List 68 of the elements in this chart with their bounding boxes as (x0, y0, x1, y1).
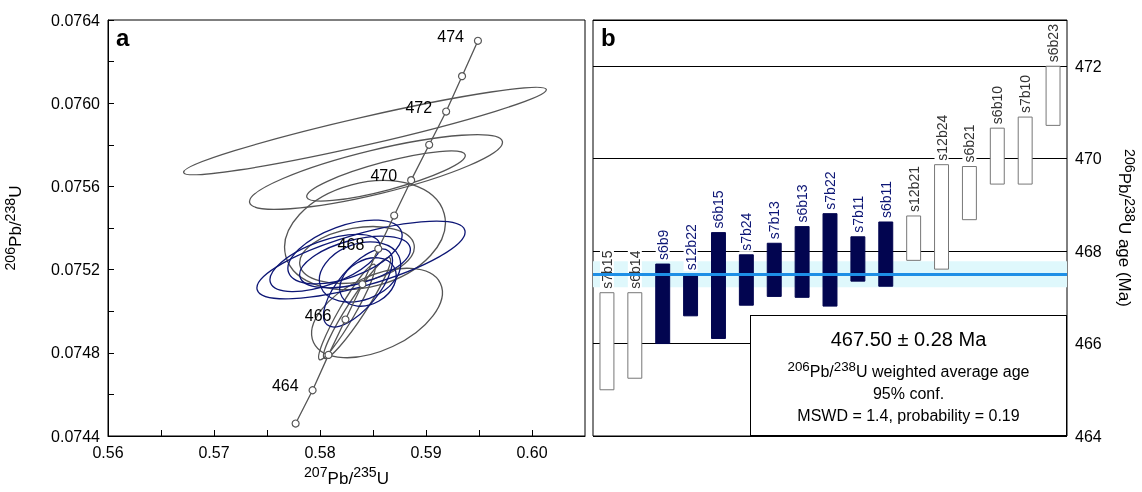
y-tick-label: 0.0756 (51, 177, 101, 195)
annotation: 95% conf. (871, 384, 946, 405)
point (291, 419, 300, 428)
category-label: s6b11 (877, 180, 894, 218)
point (407, 176, 416, 185)
x-axis-title: $^{207}$Pb/$^{235}$U (302, 464, 391, 489)
point (358, 280, 367, 289)
y-tick-label: 464 (1075, 427, 1102, 445)
category-label: s12b24 (933, 114, 950, 161)
point (341, 315, 350, 324)
point (473, 36, 483, 45)
bar (934, 164, 949, 270)
point (374, 244, 383, 253)
annotation: b (601, 24, 616, 52)
x-tick-label: 0.60 (516, 443, 548, 461)
point (442, 107, 451, 116)
bar (822, 213, 838, 307)
y-tick-label: 466 (1075, 335, 1102, 353)
category-label: s7b22 (822, 171, 838, 210)
annotation: 467.50 ± 0.28 Ma (829, 327, 988, 352)
annotation: MSWD = 1.4, probability = 0.19 (796, 406, 1021, 427)
bar (906, 215, 922, 261)
y-tick-label: 0.0764 (51, 11, 101, 29)
annotation: 474 (437, 27, 464, 46)
bar (711, 232, 726, 339)
y-tick-label: 0.0752 (51, 261, 101, 279)
bar (766, 242, 782, 297)
annotation: a (116, 24, 130, 52)
annotation: $^{206}$Pb/$^{238}$U weighted average age (786, 358, 1031, 383)
category-label: s6b15 (710, 190, 727, 229)
x-tick-label: 0.57 (198, 443, 230, 461)
y-tick-label: 468 (1075, 242, 1102, 260)
point (390, 211, 399, 220)
bar (738, 254, 754, 306)
annotation: 470 (370, 167, 398, 186)
bar (599, 292, 615, 391)
category-label: s6b13 (794, 184, 811, 223)
point (457, 72, 467, 81)
bar (850, 236, 866, 282)
category-label: s7b10 (1017, 74, 1034, 114)
bar (794, 226, 810, 298)
category-label: s12b21 (905, 166, 922, 212)
bar (878, 221, 894, 287)
category-label: s6b10 (989, 86, 1006, 125)
y-tick-label: 470 (1075, 150, 1102, 168)
category-label: s6b14 (626, 250, 643, 289)
point (425, 140, 434, 149)
x-tick-label: 0.58 (304, 443, 336, 461)
y-tick-label: 0.0748 (51, 344, 101, 362)
y-tick-label: 472 (1075, 57, 1102, 75)
category-label: s7b24 (738, 212, 755, 251)
bar (655, 263, 671, 345)
annotation: 464 (271, 377, 299, 396)
category-label: s6b9 (654, 229, 671, 261)
category-label: s7b11 (849, 195, 866, 233)
y-tick-label: 0.0760 (51, 94, 101, 112)
category-label: s6b21 (961, 124, 978, 163)
x-tick-label: 0.56 (92, 443, 124, 461)
point (324, 350, 333, 359)
category-label: s7b15 (598, 250, 615, 289)
x-tick-label: 0.59 (410, 443, 442, 461)
point (308, 386, 317, 395)
category-label: s7b13 (766, 201, 783, 240)
bar (961, 166, 977, 221)
category-label: s12b22 (682, 224, 699, 271)
bar (627, 292, 643, 379)
y-tick-label: 0.0744 (51, 427, 101, 445)
category-label: s6b23 (1045, 24, 1062, 63)
